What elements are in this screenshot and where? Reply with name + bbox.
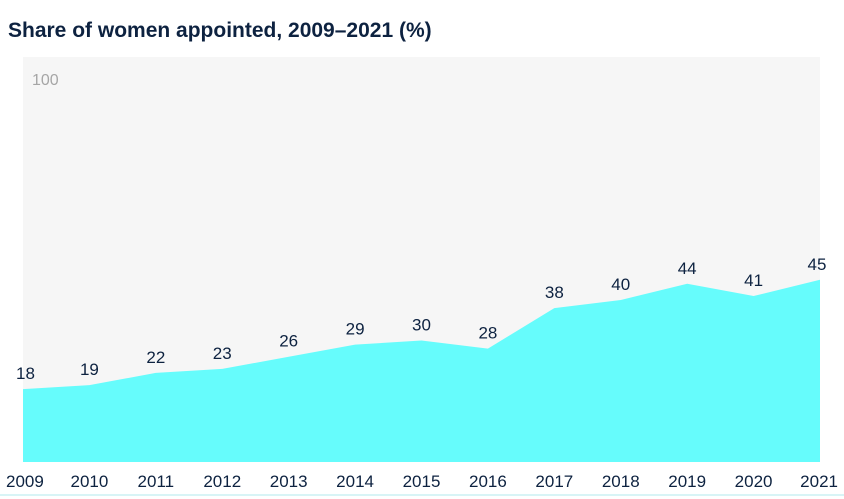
x-tick-label-2019: 2019 (668, 472, 706, 491)
data-label-2010: 19 (80, 360, 99, 379)
data-label-2013: 26 (279, 332, 298, 351)
data-label-2014: 29 (346, 320, 365, 339)
x-tick-label-2013: 2013 (270, 472, 308, 491)
x-tick-label-2018: 2018 (602, 472, 640, 491)
x-tick-label-2010: 2010 (71, 472, 109, 491)
x-tick-label-2016: 2016 (469, 472, 507, 491)
data-label-2012: 23 (213, 344, 232, 363)
data-label-2021: 45 (808, 255, 827, 274)
data-label-2019: 44 (678, 259, 697, 278)
data-label-2016: 28 (478, 324, 497, 343)
chart-title: Share of women appointed, 2009–2021 (%) (8, 19, 432, 42)
x-tick-label-2011: 2011 (138, 472, 175, 491)
x-tick-label-2015: 2015 (403, 472, 441, 491)
x-tick-label-2020: 2020 (735, 472, 773, 491)
x-tick-label-2021: 2021 (800, 472, 838, 491)
x-tick-label-2017: 2017 (535, 472, 573, 491)
y-tick-label-100: 100 (32, 72, 59, 89)
area-series (23, 279, 820, 462)
data-label-2017: 38 (545, 283, 564, 302)
x-tick-label-2012: 2012 (203, 472, 241, 491)
x-tick-label-2009: 2009 (6, 472, 44, 491)
x-tick-label-2014: 2014 (336, 472, 374, 491)
data-label-2011: 22 (146, 348, 165, 367)
data-label-2020: 41 (744, 271, 763, 290)
bottom-rule (0, 494, 844, 496)
data-label-2018: 40 (611, 275, 630, 294)
data-label-2015: 30 (412, 316, 431, 335)
data-label-2009: 18 (16, 364, 35, 383)
